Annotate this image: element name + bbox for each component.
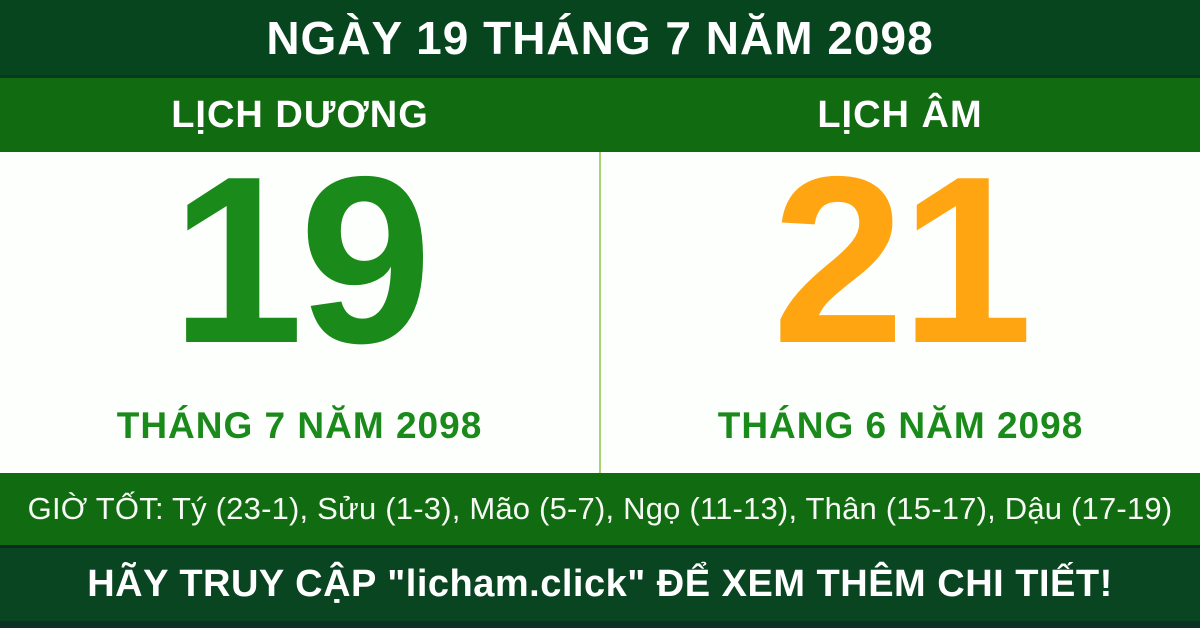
calendar-body: 19 THÁNG 7 NĂM 2098 21 THÁNG 6 NĂM 2098	[0, 128, 1200, 473]
calendar-type-header: LỊCH DƯƠNG LỊCH ÂM	[0, 78, 1200, 152]
solar-day-number: 19	[171, 128, 432, 393]
solar-panel: 19 THÁNG 7 NĂM 2098	[0, 128, 599, 473]
footer-cta-bar: HÃY TRUY CẬP "licham.click" ĐỂ XEM THÊM …	[0, 548, 1200, 628]
lunar-day-number: 21	[772, 128, 1033, 393]
lunar-panel: 21 THÁNG 6 NĂM 2098	[599, 128, 1200, 473]
good-hours-bar: GIỜ TỐT: Tý (23-1), Sửu (1-3), Mão (5-7)…	[0, 473, 1200, 548]
lunar-calendar-label: LỊCH ÂM	[817, 93, 983, 136]
lunar-header-cell: LỊCH ÂM	[600, 78, 1200, 152]
solar-month-year: THÁNG 7 NĂM 2098	[116, 405, 483, 446]
footer-cta-text: HÃY TRUY CẬP "licham.click" ĐỂ XEM THÊM …	[87, 563, 1113, 605]
solar-header-cell: LỊCH DƯƠNG	[0, 78, 600, 152]
solar-calendar-label: LỊCH DƯƠNG	[171, 93, 429, 136]
full-date-title: NGÀY 19 THÁNG 7 NĂM 2098	[266, 11, 934, 64]
lunar-month-year: THÁNG 6 NĂM 2098	[717, 405, 1084, 446]
top-date-bar: NGÀY 19 THÁNG 7 NĂM 2098	[0, 0, 1200, 78]
good-hours-text: GIỜ TỐT: Tý (23-1), Sửu (1-3), Mão (5-7)…	[27, 491, 1173, 526]
